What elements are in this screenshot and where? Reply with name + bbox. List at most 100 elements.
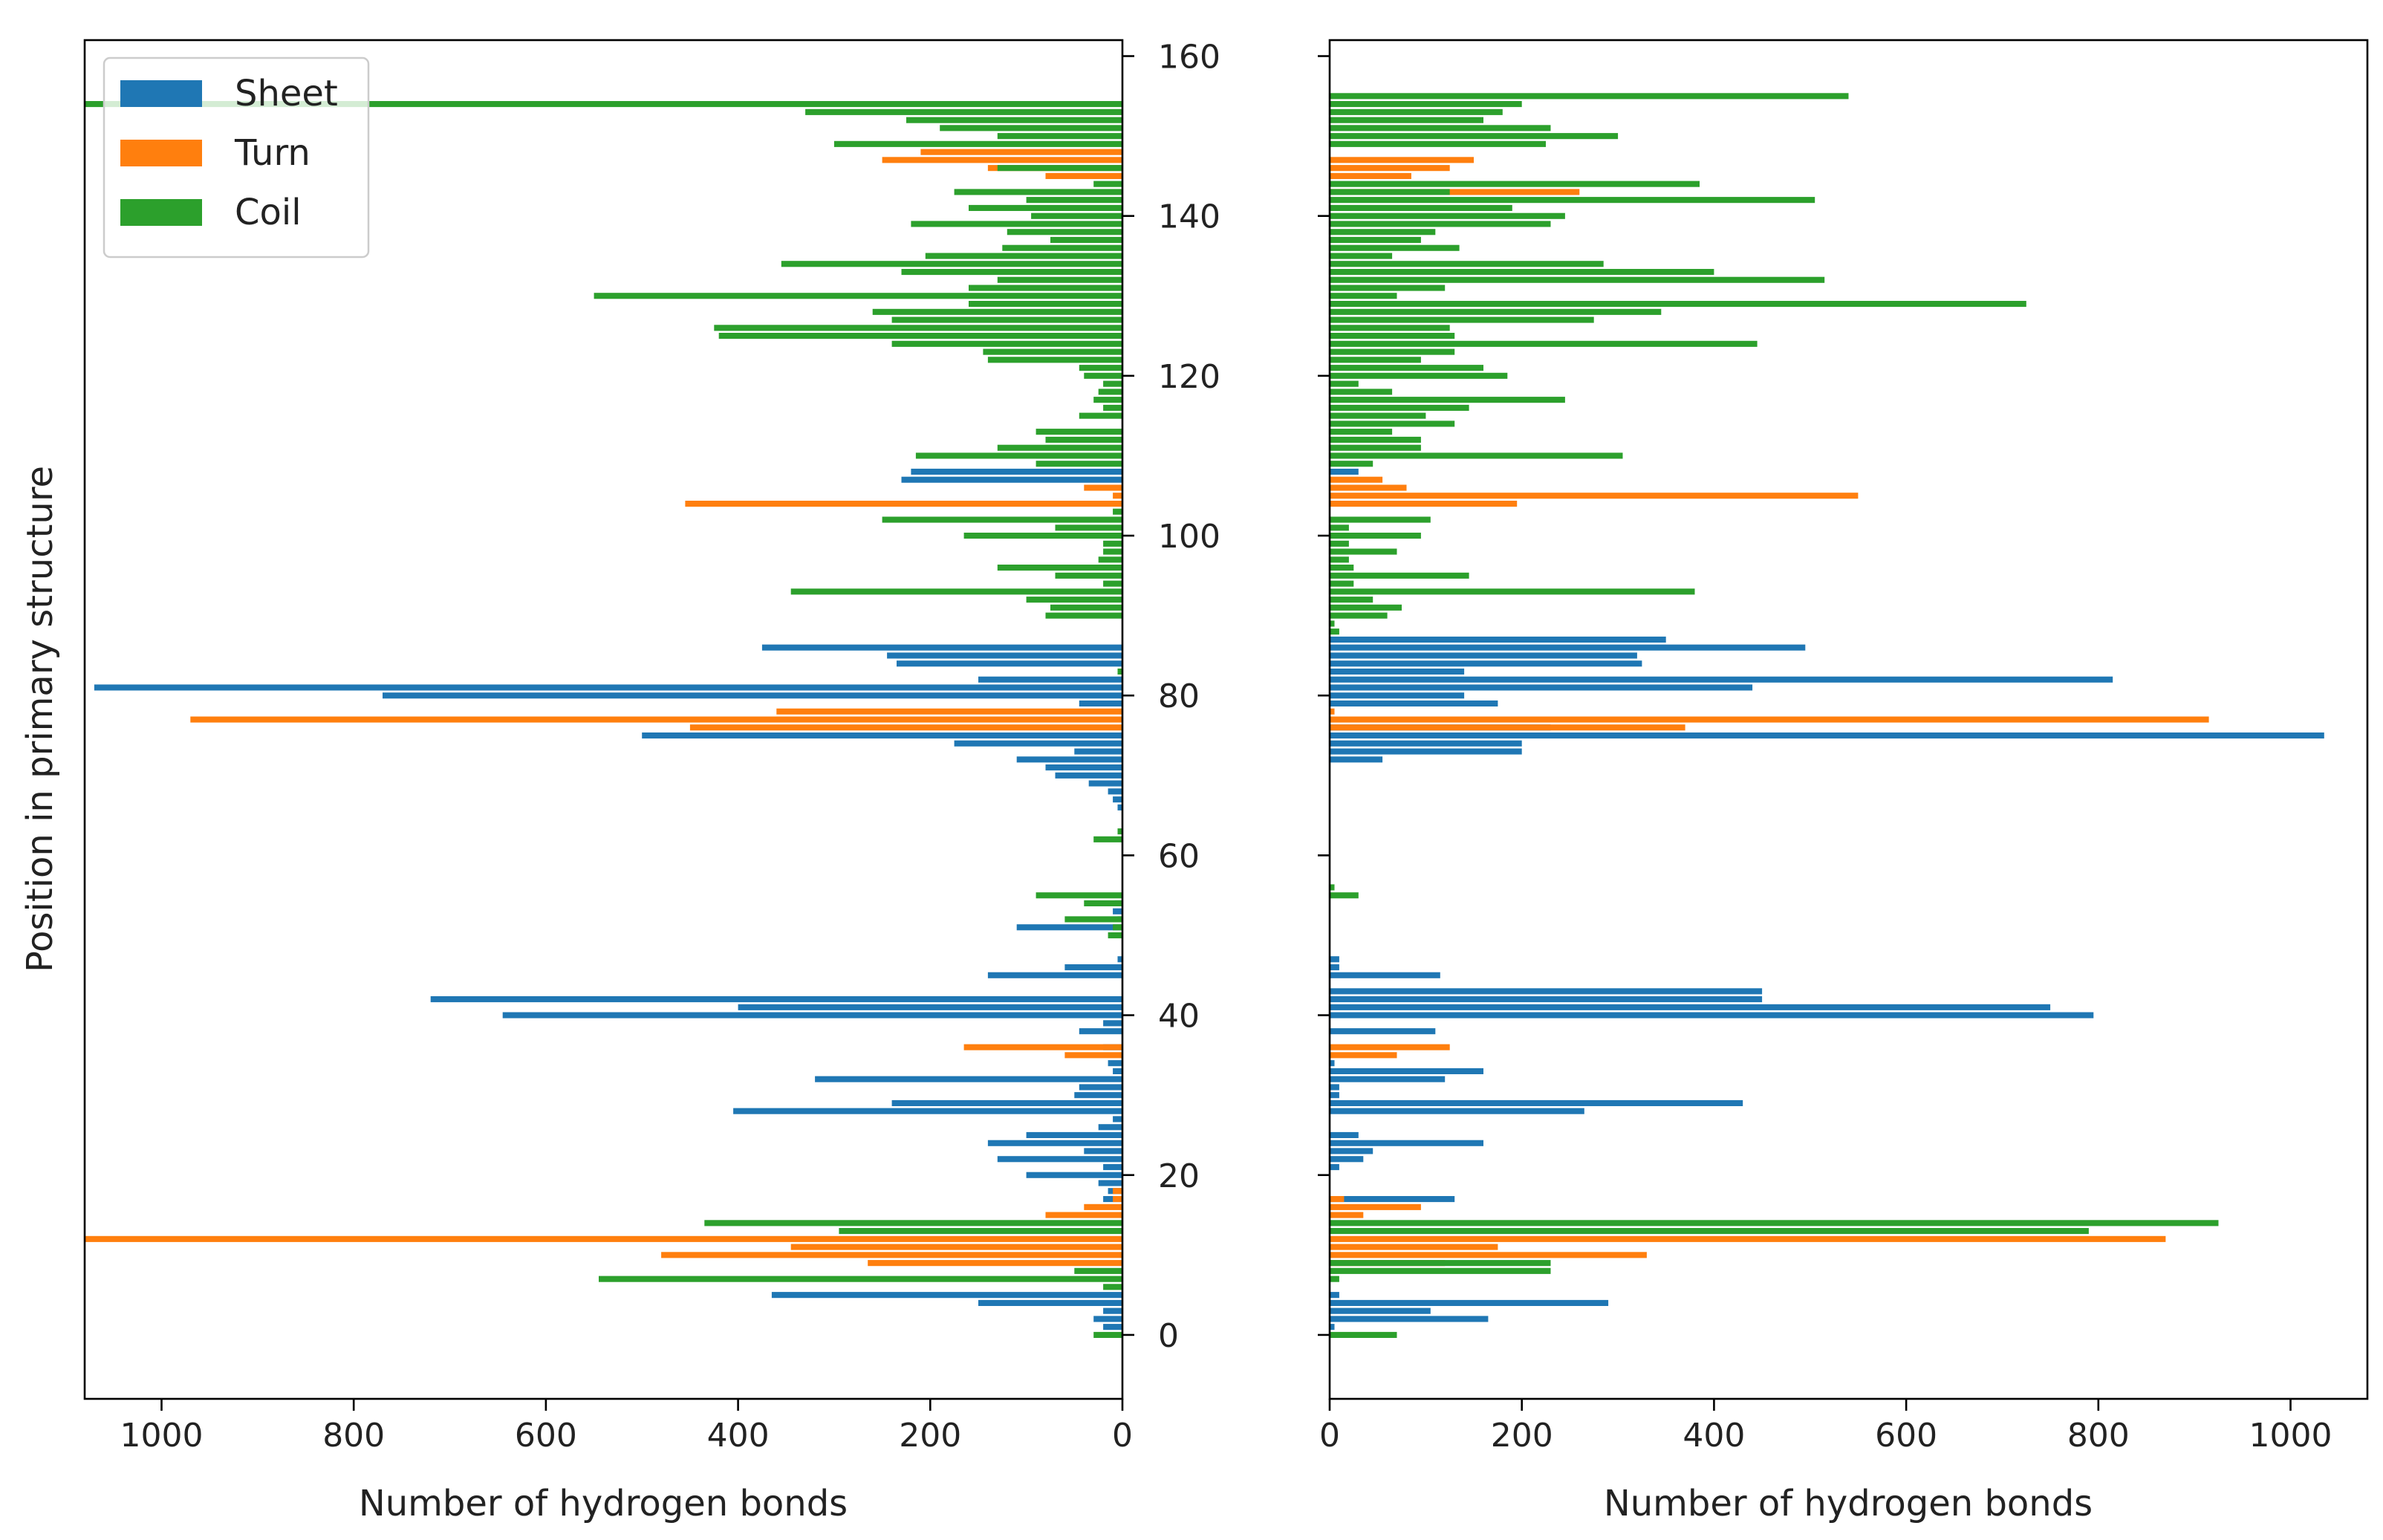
left-bar-coil-94 (1103, 581, 1122, 587)
right-x-tick-label: 600 (1875, 1417, 1937, 1455)
right-x-tick-label: 200 (1491, 1417, 1553, 1455)
right-bar-turn-104 (1330, 501, 1517, 507)
right-bar-turn-147 (1330, 157, 1474, 163)
left-bar-coil-95 (1056, 573, 1123, 579)
right-bar-coil-155 (1330, 93, 1849, 99)
left-bar-coil-127 (892, 317, 1122, 323)
right-bar-coil-55 (1330, 892, 1359, 898)
left-bar-coil-13 (839, 1228, 1122, 1234)
left-bar-turn-76 (690, 724, 1122, 730)
right-bar-turn-146 (1330, 165, 1450, 171)
left-bar-coil-136 (1002, 245, 1122, 251)
right-bar-sheet-33 (1330, 1068, 1483, 1074)
left-bar-sheet-79 (1079, 701, 1122, 706)
right-bar-coil-112 (1330, 437, 1421, 443)
left-bar-coil-150 (998, 133, 1122, 139)
left-bar-coil-6 (1103, 1284, 1122, 1290)
left-bar-sheet-19 (1099, 1180, 1122, 1186)
left-bar-coil-101 (1056, 524, 1123, 530)
left-bar-coil-138 (1007, 229, 1122, 235)
left-bar-turn-106 (1084, 485, 1122, 491)
left-bar-coil-109 (1036, 461, 1122, 467)
right-bar-coil-98 (1330, 549, 1397, 555)
left-bar-turn-16 (1084, 1204, 1122, 1210)
right-x-tick-label: 400 (1683, 1417, 1745, 1455)
right-bar-coil-121 (1330, 365, 1483, 371)
left-bar-coil-137 (1050, 237, 1122, 243)
right-bar-sheet-75 (1330, 732, 2324, 738)
legend-swatch-turn (120, 140, 202, 166)
left-bar-sheet-82 (978, 677, 1122, 683)
left-bar-coil-146 (998, 165, 1122, 171)
left-bar-coil-55 (1036, 892, 1122, 898)
left-bar-coil-152 (906, 117, 1122, 123)
legend-swatch-sheet (120, 80, 202, 107)
left-bar-sheet-23 (1084, 1148, 1122, 1154)
right-x-tick-label: 0 (1319, 1417, 1340, 1455)
left-bar-sheet-38 (1079, 1028, 1122, 1034)
left-bar-coil-116 (1103, 405, 1122, 411)
right-bar-turn-12 (1330, 1236, 2165, 1242)
right-bar-coil-135 (1330, 253, 1392, 259)
right-bar-sheet-32 (1330, 1076, 1445, 1082)
right-bar-sheet-46 (1330, 964, 1339, 970)
left-bars (85, 101, 1122, 1338)
left-bar-coil-142 (1027, 197, 1122, 203)
left-bar-coil-132 (998, 277, 1122, 283)
left-bar-coil-98 (1103, 549, 1122, 555)
right-bar-coil-130 (1330, 293, 1397, 299)
left-bar-sheet-74 (955, 741, 1122, 747)
right-bar-sheet-2 (1330, 1316, 1488, 1322)
left-bar-sheet-22 (998, 1156, 1122, 1162)
left-bar-coil-51 (1113, 924, 1122, 930)
right-bar-turn-76 (1330, 724, 1685, 730)
right-bar-sheet-73 (1330, 749, 1522, 755)
left-bar-sheet-70 (1056, 773, 1123, 779)
chart: 1000 800 600 400 200 0020406080100120140160 N… (0, 0, 2383, 1537)
left-bar-sheet-71 (1046, 764, 1123, 770)
left-bar-coil-143 (955, 189, 1122, 195)
left-bar-coil-126 (714, 325, 1122, 331)
left-x-axis-label: Number of hydrogen bonds (359, 1483, 848, 1524)
right-bar-sheet-41 (1330, 1004, 2050, 1010)
right-bar-coil-140 (1330, 213, 1565, 219)
right-bar-sheet-108 (1330, 469, 1359, 475)
right-bar-sheet-31 (1330, 1084, 1339, 1090)
left-bar-turn-148 (920, 149, 1122, 155)
left-bar-coil-62 (1093, 836, 1122, 842)
left-bar-sheet-1 (1103, 1324, 1122, 1330)
right-bar-coil-96 (1330, 565, 1353, 571)
left-bar-coil-125 (719, 333, 1122, 339)
left-bar-coil-133 (902, 269, 1123, 275)
left-bar-sheet-80 (383, 692, 1122, 698)
right-bar-coil-125 (1330, 333, 1454, 339)
right-bar-coil-143 (1330, 189, 1450, 195)
right-bar-sheet-87 (1330, 637, 1666, 643)
right-bar-coil-137 (1330, 237, 1421, 243)
left-bar-sheet-67 (1113, 796, 1122, 802)
right-bar-coil-133 (1330, 269, 1714, 275)
right-bar-coil-120 (1330, 373, 1507, 379)
left-bar-coil-129 (969, 301, 1122, 307)
right-bar-sheet-74 (1330, 741, 1522, 747)
right-bar-turn-11 (1330, 1244, 1498, 1250)
right-bar-coil-144 (1330, 181, 1700, 187)
right-bar-coil-151 (1330, 125, 1551, 131)
right-bar-coil-8 (1330, 1268, 1551, 1274)
right-bar-sheet-80 (1330, 692, 1464, 698)
left-x-tick-label: 200 (899, 1417, 961, 1455)
right-bar-coil-109 (1330, 461, 1373, 467)
legend: Sheet Turn Coil (104, 58, 368, 257)
right-bar-coil-134 (1330, 261, 1604, 267)
left-bar-turn-12 (85, 1236, 1122, 1242)
right-bar-coil-100 (1330, 533, 1421, 539)
right-bar-sheet-21 (1330, 1164, 1339, 1170)
right-bar-coil-91 (1330, 605, 1402, 611)
left-bar-coil-128 (873, 309, 1122, 315)
left-bar-coil-100 (964, 533, 1122, 539)
y-tick-label: 40 (1158, 998, 1200, 1036)
right-bar-coil-131 (1330, 285, 1445, 291)
right-bar-sheet-79 (1330, 701, 1498, 706)
left-bar-coil-149 (834, 141, 1122, 147)
left-bar-sheet-34 (1108, 1060, 1122, 1066)
